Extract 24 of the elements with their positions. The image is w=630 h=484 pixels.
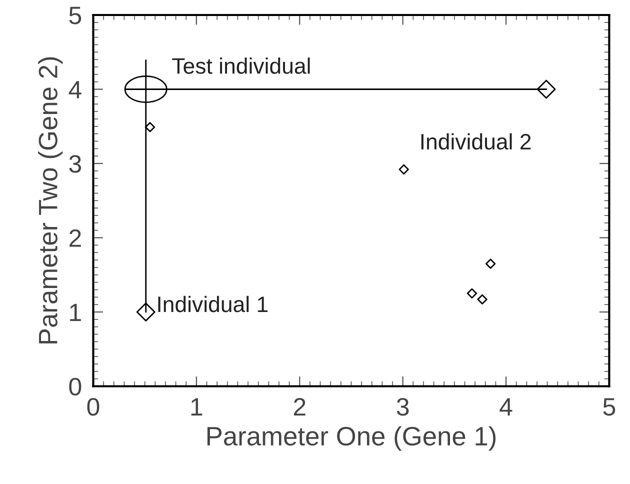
point (398, 164, 409, 175)
point (485, 258, 496, 269)
y-tick-label: 2 (69, 229, 81, 247)
annotation: Individual 1 (158, 296, 268, 312)
annotation: Test individual (172, 58, 310, 74)
point (536, 80, 556, 99)
annotation: Individual 2 (421, 133, 531, 150)
y-tick-label: 1 (70, 304, 81, 322)
point (477, 294, 488, 304)
y-axis-title: Parameter Two (Gene 2) (38, 57, 63, 344)
y-tick-label: 0 (69, 378, 82, 396)
x-tick-label: 0 (87, 398, 100, 416)
x-tick-label: 2 (294, 398, 306, 416)
point (466, 288, 478, 299)
point (136, 302, 156, 322)
y-tick-label: 5 (69, 6, 82, 24)
x-tick-label: 3 (396, 398, 409, 416)
x-tick-label: 4 (500, 398, 512, 416)
y-tick-label: 3 (69, 155, 82, 173)
y-tick-label: 4 (68, 81, 82, 98)
point (144, 122, 156, 132)
x-tick-label: 1 (191, 398, 202, 416)
x-tick-label: 5 (603, 398, 616, 416)
x-axis-title: Parameter One (Gene 1) (207, 426, 496, 451)
